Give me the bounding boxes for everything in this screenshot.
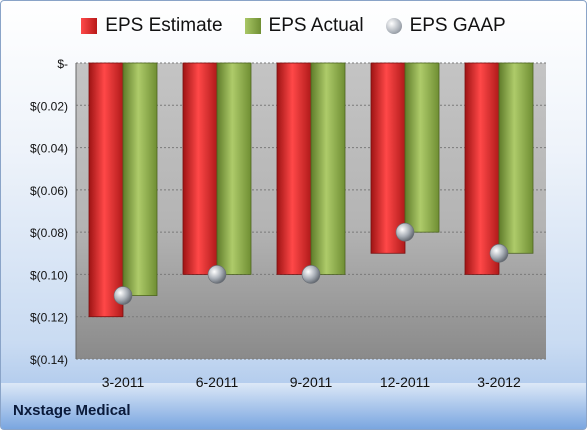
bar-eps-actual — [404, 62, 440, 233]
marker-eps-gaap — [489, 243, 509, 263]
bar-eps-estimate — [370, 62, 406, 254]
x-tick-label: 3-2011 — [102, 374, 145, 390]
bar-eps-actual — [216, 62, 252, 275]
bar-eps-estimate — [182, 62, 218, 275]
legend-item-actual: EPS Actual — [244, 15, 364, 37]
x-tick-label: 9-2011 — [290, 374, 333, 390]
legend-swatch-actual — [244, 18, 261, 34]
x-tick-label: 3-2012 — [477, 374, 521, 390]
bar-eps-estimate — [276, 62, 312, 275]
footer-band — [1, 383, 586, 429]
legend-label-gaap: EPS GAAP — [409, 15, 506, 36]
bar-eps-estimate — [464, 62, 500, 275]
legend-swatch-estimate — [81, 18, 98, 34]
y-tick-label: $(0.10) — [30, 268, 68, 282]
y-tick-label: $(0.08) — [30, 226, 68, 240]
bar-eps-actual — [122, 62, 158, 296]
y-tick-label: $(0.12) — [30, 311, 68, 325]
y-tick-label: $(0.04) — [30, 142, 68, 156]
marker-eps-gaap — [113, 286, 133, 305]
legend-item-estimate: EPS Estimate — [81, 15, 223, 37]
legend-label-estimate: EPS Estimate — [105, 15, 223, 36]
marker-eps-gaap — [395, 222, 415, 242]
legend: EPS Estimate EPS Actual EPS GAAP — [1, 15, 586, 37]
bar-eps-actual — [310, 62, 346, 275]
y-tick-label: $(0.06) — [30, 184, 68, 198]
company-name: Nxstage Medical — [13, 402, 131, 419]
y-tick-label: $- — [57, 57, 68, 71]
legend-swatch-gaap — [385, 18, 402, 34]
bar-eps-actual — [498, 62, 534, 254]
y-tick-label: $(0.14) — [30, 353, 68, 367]
x-tick-label: 6-2011 — [196, 374, 239, 390]
x-tick-label: 12-2011 — [380, 374, 431, 390]
y-tick-label: $(0.02) — [30, 99, 68, 113]
marker-eps-gaap — [301, 265, 321, 284]
legend-item-gaap: EPS GAAP — [385, 15, 506, 37]
marker-eps-gaap — [207, 265, 227, 284]
legend-label-actual: EPS Actual — [268, 15, 364, 36]
bar-eps-estimate — [88, 62, 124, 318]
